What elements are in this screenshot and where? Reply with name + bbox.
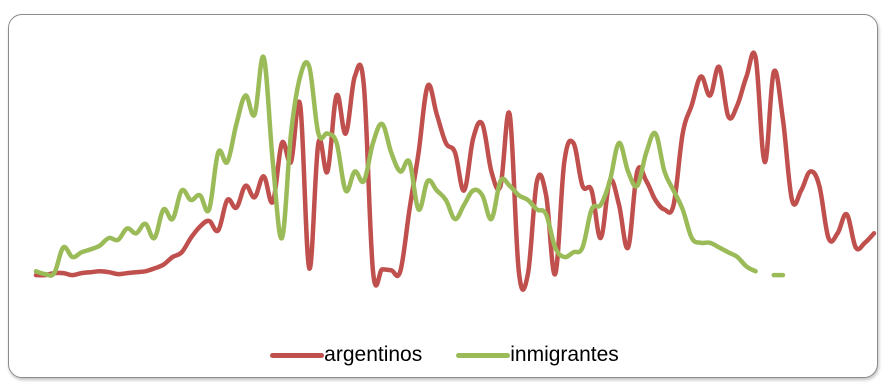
legend-label-inmigrantes: inmigrantes [510, 343, 619, 366]
series-layer [33, 50, 877, 292]
series-line-inmigrantes-part-1 [33, 54, 758, 278]
legend-swatch-inmigrantes [456, 352, 511, 358]
legend-swatch-argentinos [270, 352, 325, 358]
legend-entry-inmigrantes: inmigrantes [456, 343, 619, 367]
legend-label-argentinos: argentinos [324, 343, 423, 366]
legend: argentinos inmigrantes [0, 340, 889, 370]
series-line-argentinos [33, 50, 877, 292]
legend-entry-argentinos: argentinos [270, 343, 422, 367]
